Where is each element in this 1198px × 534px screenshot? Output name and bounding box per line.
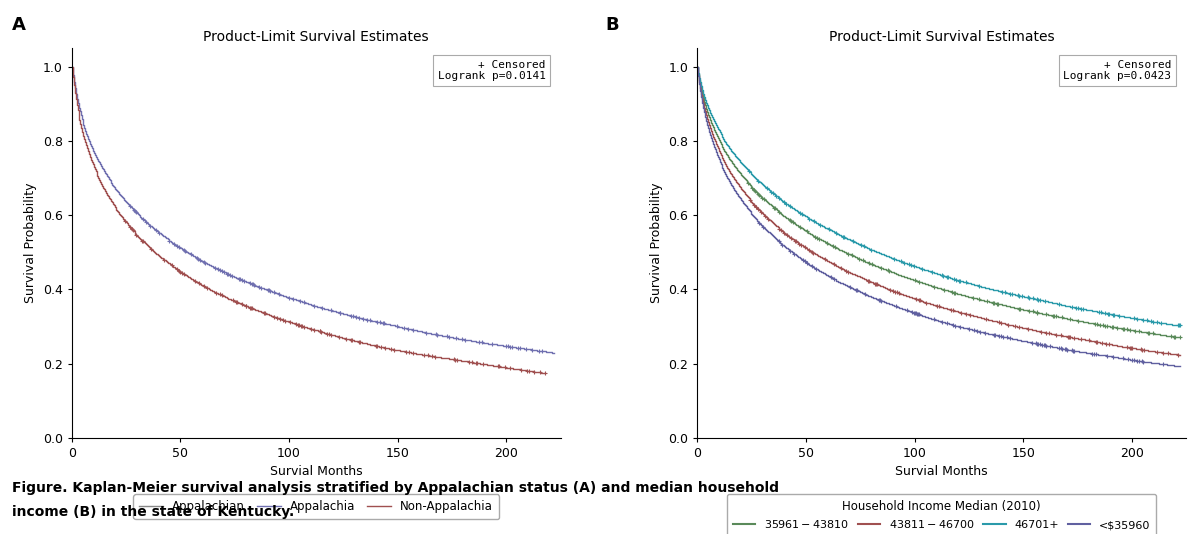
Title: Product-Limit Survival Estimates: Product-Limit Survival Estimates xyxy=(829,30,1054,44)
X-axis label: Survial Months: Survial Months xyxy=(895,466,988,478)
Legend: $35961-$43810, $43811-$46700, 46701+, <$35960: $35961-$43810, $43811-$46700, 46701+, <$… xyxy=(727,494,1156,534)
Text: A: A xyxy=(12,16,26,34)
X-axis label: Survial Months: Survial Months xyxy=(270,466,363,478)
Text: Figure. Kaplan-Meier survival analysis stratified by Appalachian status (A) and : Figure. Kaplan-Meier survival analysis s… xyxy=(12,481,779,494)
Text: income (B) in the state of Kentucky.: income (B) in the state of Kentucky. xyxy=(12,505,295,519)
Text: B: B xyxy=(605,16,618,34)
Text: + Censored
Logrank p=0.0141: + Censored Logrank p=0.0141 xyxy=(438,60,546,81)
Y-axis label: Survival Probability: Survival Probability xyxy=(649,183,662,303)
Y-axis label: Survival Probability: Survival Probability xyxy=(24,183,37,303)
Text: + Censored
Logrank p=0.0423: + Censored Logrank p=0.0423 xyxy=(1064,60,1172,81)
Legend: Appalachian, Appalachia, Non-Appalachia: Appalachian, Appalachia, Non-Appalachia xyxy=(133,494,500,519)
Title: Product-Limit Survival Estimates: Product-Limit Survival Estimates xyxy=(204,30,429,44)
